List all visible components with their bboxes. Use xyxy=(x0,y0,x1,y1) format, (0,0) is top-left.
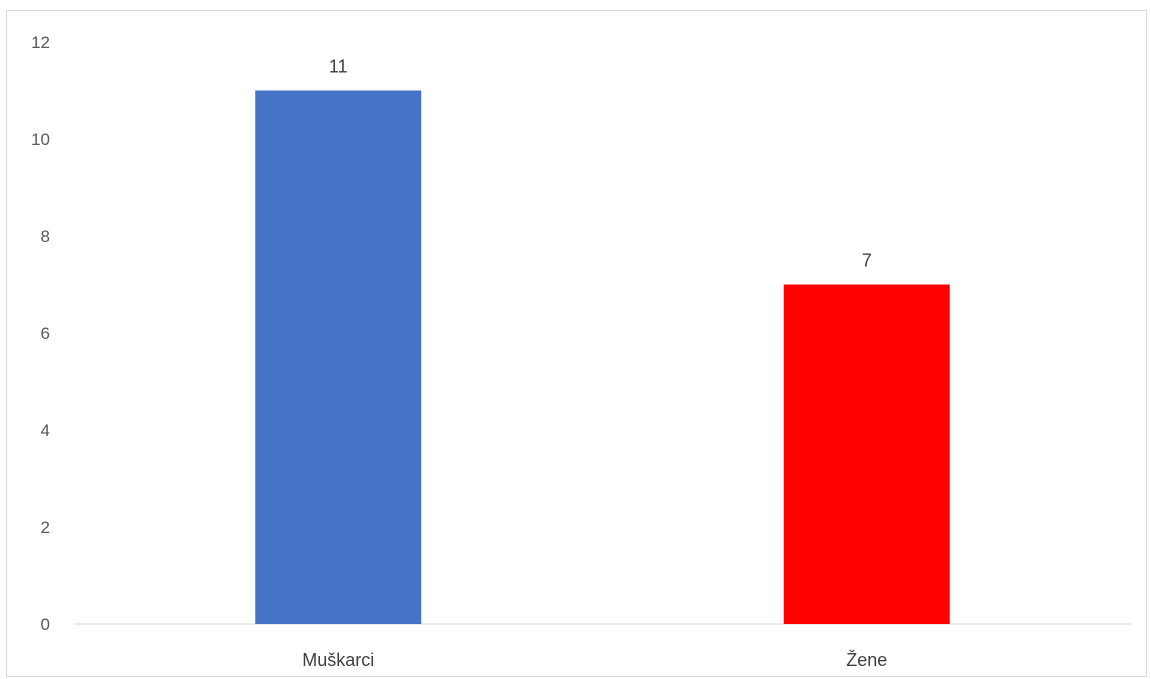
y-tick-label: 10 xyxy=(31,130,50,149)
data-label: 7 xyxy=(862,251,872,271)
y-tick-label: 6 xyxy=(41,324,50,343)
category-labels: Muškarci Žene xyxy=(302,650,887,670)
bar-2 xyxy=(783,284,950,624)
bars xyxy=(255,90,950,624)
y-tick-label: 12 xyxy=(31,33,50,52)
y-tick-label: 2 xyxy=(41,518,50,537)
category-label: Žene xyxy=(846,650,887,670)
y-axis-ticks: 0 2 4 6 8 10 12 xyxy=(31,33,50,634)
category-label: Muškarci xyxy=(302,650,374,670)
y-tick-label: 8 xyxy=(41,227,50,246)
bar-1 xyxy=(255,90,422,624)
chart-frame xyxy=(6,10,1147,677)
data-label: 11 xyxy=(329,57,348,77)
data-labels: 11 7 xyxy=(329,57,872,271)
y-tick-label: 4 xyxy=(41,421,50,440)
y-tick-label: 0 xyxy=(41,615,50,634)
